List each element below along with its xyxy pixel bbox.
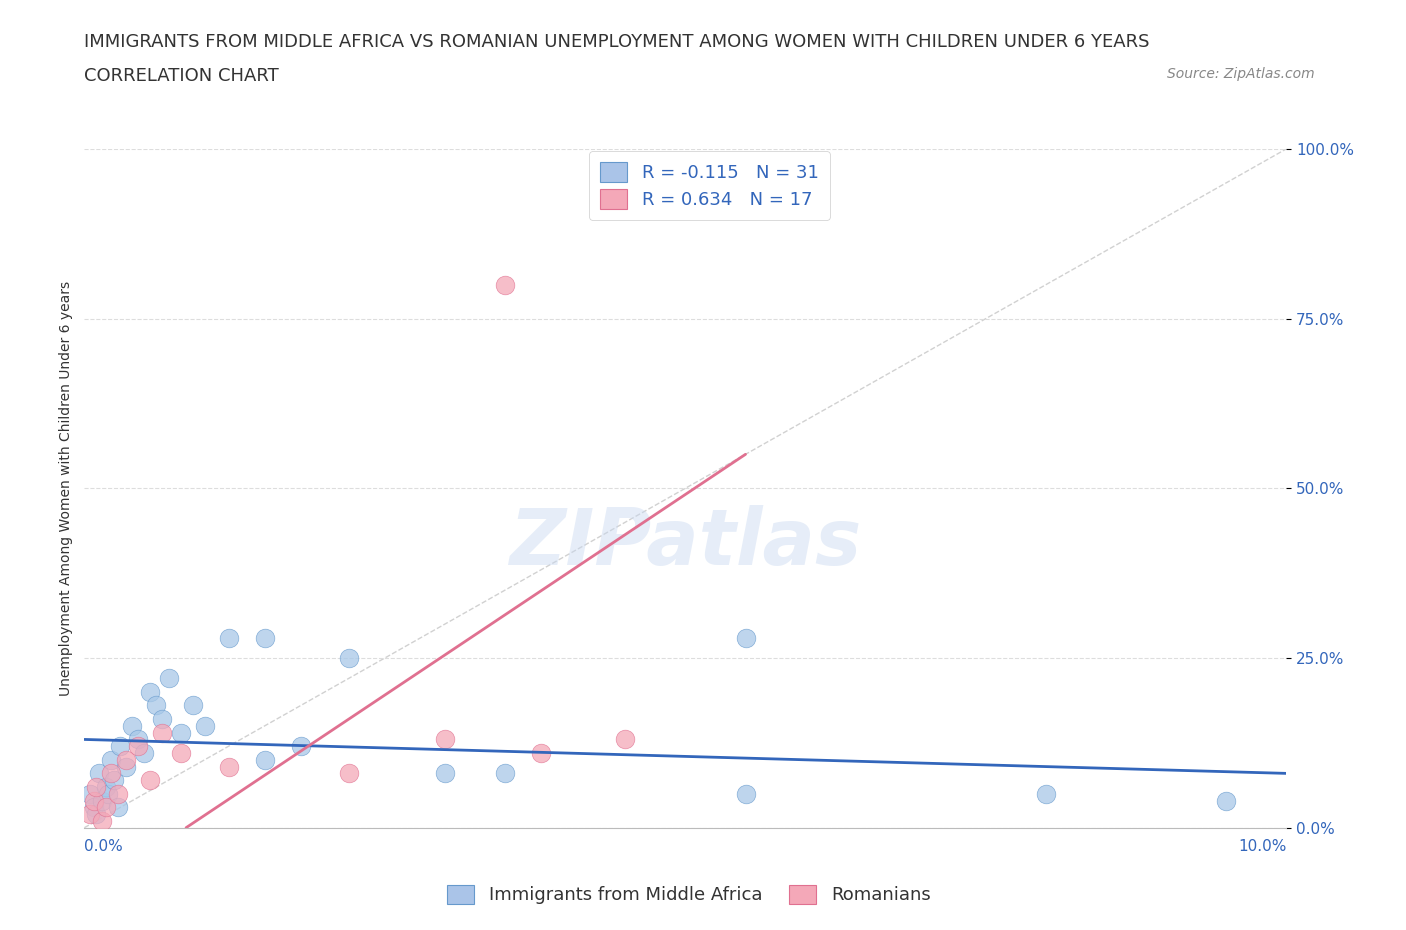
Point: [157, 671, 180, 685]
Point: [86, 779, 108, 794]
Text: ZIPatlas: ZIPatlas: [509, 505, 862, 580]
Point: [127, 738, 149, 753]
Point: [107, 800, 129, 815]
Point: [152, 711, 174, 726]
Text: CORRELATION CHART: CORRELATION CHART: [84, 67, 280, 85]
Point: [139, 684, 162, 699]
Text: 10.0%: 10.0%: [1239, 839, 1286, 854]
Point: [434, 766, 457, 781]
Point: [79, 787, 101, 802]
Text: IMMIGRANTS FROM MIDDLE AFRICA VS ROMANIAN UNEMPLOYMENT AMONG WOMEN WITH CHILDREN: IMMIGRANTS FROM MIDDLE AFRICA VS ROMANIA…: [84, 33, 1150, 50]
Point: [115, 752, 138, 767]
Point: [103, 773, 125, 788]
Point: [253, 631, 276, 645]
Point: [1035, 787, 1057, 802]
Point: [87, 766, 110, 781]
Point: [337, 651, 360, 666]
Point: [253, 752, 276, 767]
Point: [1215, 793, 1237, 808]
Point: [86, 806, 108, 821]
Point: [139, 773, 162, 788]
Point: [100, 752, 122, 767]
Point: [91, 814, 114, 829]
Y-axis label: Unemployment Among Women with Children Under 6 years: Unemployment Among Women with Children U…: [59, 281, 73, 696]
Text: 0.0%: 0.0%: [84, 839, 124, 854]
Point: [110, 738, 132, 753]
Text: Source: ZipAtlas.com: Source: ZipAtlas.com: [1167, 67, 1315, 81]
Point: [734, 631, 756, 645]
Point: [194, 718, 217, 733]
Point: [121, 718, 143, 733]
Point: [434, 732, 457, 747]
Point: [94, 800, 117, 815]
Point: [134, 746, 156, 761]
Point: [107, 787, 129, 802]
Point: [152, 725, 174, 740]
Point: [83, 800, 105, 815]
Point: [169, 725, 191, 740]
Legend: R = -0.115   N = 31, R = 0.634   N = 17: R = -0.115 N = 31, R = 0.634 N = 17: [589, 151, 830, 219]
Point: [290, 738, 312, 753]
Point: [494, 277, 516, 292]
Point: [169, 746, 191, 761]
Point: [145, 698, 167, 713]
Point: [494, 766, 516, 781]
Point: [218, 631, 240, 645]
Point: [337, 766, 360, 781]
Point: [127, 732, 149, 747]
Point: [83, 793, 105, 808]
Point: [79, 806, 101, 821]
Point: [614, 732, 637, 747]
Point: [530, 746, 553, 761]
Point: [100, 766, 122, 781]
Legend: Immigrants from Middle Africa, Romanians: Immigrants from Middle Africa, Romanians: [440, 877, 938, 911]
Point: [91, 793, 114, 808]
Point: [181, 698, 204, 713]
Point: [218, 759, 240, 774]
Point: [115, 759, 138, 774]
Point: [97, 787, 120, 802]
Point: [734, 787, 756, 802]
Point: [94, 779, 117, 794]
